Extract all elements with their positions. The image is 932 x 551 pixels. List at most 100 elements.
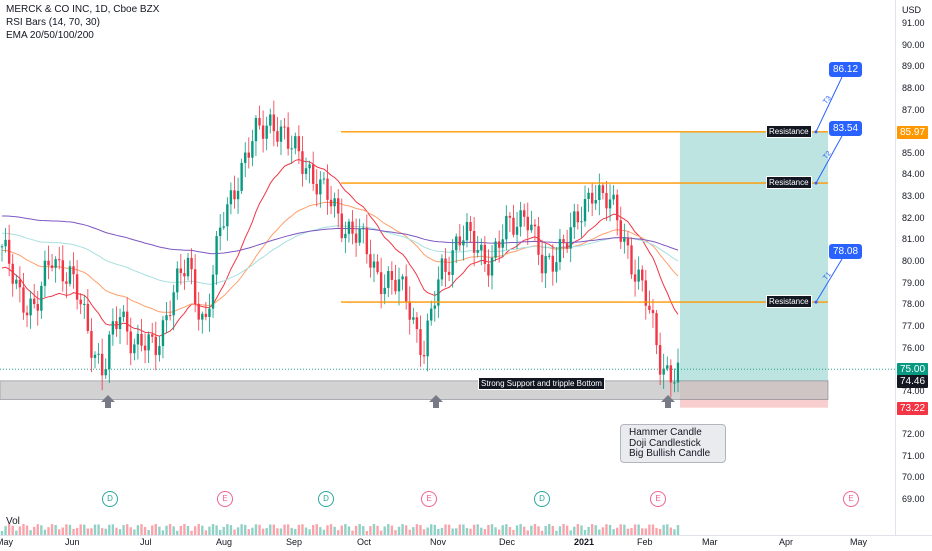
candle-body xyxy=(186,257,190,277)
volume-bar xyxy=(319,527,322,535)
candle-body xyxy=(47,260,50,266)
price-tick-label: 76.00 xyxy=(902,342,925,353)
candle-body xyxy=(379,272,383,295)
volume-bar xyxy=(376,525,379,535)
candle-body xyxy=(58,259,61,261)
candle-body xyxy=(29,298,32,316)
currency-label: USD xyxy=(902,5,922,15)
candle-body xyxy=(469,222,472,231)
volume-bar xyxy=(469,528,472,535)
volume-bar xyxy=(265,528,268,535)
dividend-event-icon[interactable]: D xyxy=(534,491,550,507)
volume-bar xyxy=(383,526,386,535)
candle-body xyxy=(540,254,544,274)
volume-bar xyxy=(58,529,61,535)
volume-bar xyxy=(608,524,612,535)
candle-body xyxy=(143,345,147,351)
candle-body xyxy=(294,136,297,149)
volume-bar xyxy=(615,527,619,535)
target-name-label: T1 xyxy=(822,271,833,282)
dividend-event-icon[interactable]: D xyxy=(102,491,118,507)
candle-body xyxy=(558,239,562,263)
volume-bar xyxy=(415,524,419,535)
volume-bar xyxy=(322,529,326,535)
volume-bar xyxy=(619,524,622,535)
volume-bar xyxy=(201,525,204,535)
volume-bar xyxy=(226,524,229,535)
volume-bar xyxy=(462,524,465,535)
resistance-label: Resistance xyxy=(766,124,812,138)
volume-bar xyxy=(397,526,401,535)
candle-body xyxy=(233,190,236,200)
time-tick-label: May xyxy=(0,537,14,547)
candle-body xyxy=(108,334,111,370)
candle-body xyxy=(594,200,597,204)
candle-body xyxy=(122,311,125,318)
volume-bar xyxy=(533,524,537,535)
volume-bar xyxy=(254,524,258,535)
candle-body xyxy=(608,199,612,209)
volume-bar xyxy=(240,524,243,535)
volume-bar xyxy=(47,527,50,535)
volume-bar xyxy=(472,524,476,535)
candle-body xyxy=(376,261,379,273)
price-tick-label: 88.00 xyxy=(902,82,925,93)
volume-bar xyxy=(43,529,47,535)
volume-bar xyxy=(412,527,415,535)
volume-bar xyxy=(483,529,487,535)
candle-body xyxy=(390,271,394,280)
volume-bar xyxy=(247,529,250,535)
candle-body xyxy=(601,185,605,193)
volume-bar xyxy=(444,524,447,535)
volume-bar xyxy=(651,524,655,535)
candle-body xyxy=(197,303,200,320)
target-value-box: 86.12 xyxy=(829,62,863,77)
candle-body xyxy=(526,216,529,231)
candle-body xyxy=(555,262,558,272)
volume-bar xyxy=(583,529,587,535)
candle-body xyxy=(465,222,469,241)
candle-body xyxy=(387,271,390,288)
candle-body xyxy=(147,334,150,351)
volume-bar xyxy=(54,525,57,535)
volume-bar xyxy=(136,525,140,535)
volume-bar xyxy=(86,528,90,535)
price-tick-label: 81.00 xyxy=(902,234,925,245)
volume-bar xyxy=(40,525,43,535)
volume-bar xyxy=(4,526,7,535)
candle-body xyxy=(658,345,662,375)
candle-body xyxy=(222,226,225,228)
volume-bar xyxy=(100,528,104,535)
target-anchor xyxy=(814,181,818,185)
time-axis[interactable] xyxy=(0,535,932,551)
earnings-event-icon[interactable]: E xyxy=(650,491,666,507)
volume-bar xyxy=(218,529,222,535)
price-tick-label: 80.00 xyxy=(902,256,925,266)
candle-body xyxy=(644,280,648,306)
candle-body xyxy=(215,236,218,275)
earnings-event-icon[interactable]: E xyxy=(843,491,859,507)
candle-body xyxy=(544,256,547,274)
volume-bar xyxy=(290,527,293,535)
dividend-event-icon[interactable]: D xyxy=(318,491,334,507)
volume-bar xyxy=(633,524,637,535)
candle-body xyxy=(265,125,268,139)
earnings-event-icon[interactable]: E xyxy=(217,491,233,507)
candle-body xyxy=(269,114,272,126)
volume-bar xyxy=(351,530,354,535)
volume-bar xyxy=(505,524,508,535)
volume-bar xyxy=(666,524,669,535)
volume-bar xyxy=(601,527,605,535)
candle-body xyxy=(501,239,504,248)
volume-bar xyxy=(75,527,79,535)
candle-body xyxy=(630,245,633,275)
price-marker-tag: 85.97 xyxy=(897,125,929,139)
volume-bar xyxy=(286,524,290,535)
candle-body xyxy=(655,313,658,346)
earnings-event-icon[interactable]: E xyxy=(421,491,437,507)
candle-body xyxy=(551,255,555,272)
volume-bar xyxy=(244,524,247,535)
price-axis[interactable]: USD xyxy=(895,0,932,535)
